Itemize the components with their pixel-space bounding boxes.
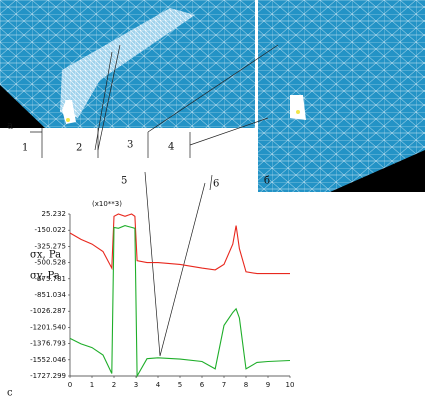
x-tick-label: 5: [178, 381, 182, 389]
axis-multiplier: (x10**3): [92, 200, 122, 208]
legend-label: σx, Pa: [30, 250, 61, 261]
x-tick-label: 0: [68, 381, 72, 389]
y-tick-label: -1201.540: [30, 323, 66, 331]
x-tick-label: 4: [156, 381, 161, 389]
y-tick-label: -325.275: [35, 242, 66, 250]
series-line: [69, 225, 291, 379]
x-tick-label: 2: [112, 381, 116, 389]
y-tick-label: -675.781: [35, 275, 66, 283]
point-label: 2: [76, 143, 82, 154]
mesh-panel-a: [0, 0, 255, 128]
legend-label: σy, Pa: [30, 271, 60, 282]
point-label: 4: [168, 142, 174, 153]
y-tick-label: -150.022: [35, 226, 66, 234]
y-tick-label: -1727.299: [30, 372, 66, 380]
x-tick-label: 9: [266, 381, 270, 389]
x-tick-label: 8: [244, 381, 248, 389]
y-tick-label: 25.232: [42, 210, 67, 218]
mesh-panel-b: [258, 0, 425, 192]
y-tick-label: -1026.287: [30, 307, 66, 315]
leader-lines: [30, 44, 279, 357]
point-label: 6: [213, 179, 219, 190]
point-label: 3: [127, 140, 133, 151]
x-tick-label: 6: [200, 381, 205, 389]
x-tick-label: 7: [222, 381, 226, 389]
x-tick-label: 1: [90, 381, 94, 389]
panel-label: б: [264, 176, 270, 187]
y-tick-label: -500.528: [35, 259, 66, 267]
panel-label: а: [7, 121, 13, 132]
panel-label: с: [7, 388, 13, 399]
series-line: [69, 213, 290, 275]
y-tick-label: -1376.793: [30, 340, 66, 348]
y-tick-label: -851.034: [35, 291, 67, 299]
y-tick-label: -1552.046: [30, 356, 66, 364]
x-tick-label: 3: [134, 381, 138, 389]
x-tick-label: 10: [286, 381, 295, 389]
point-label: 1: [22, 143, 28, 154]
point-label: 5: [121, 176, 127, 187]
